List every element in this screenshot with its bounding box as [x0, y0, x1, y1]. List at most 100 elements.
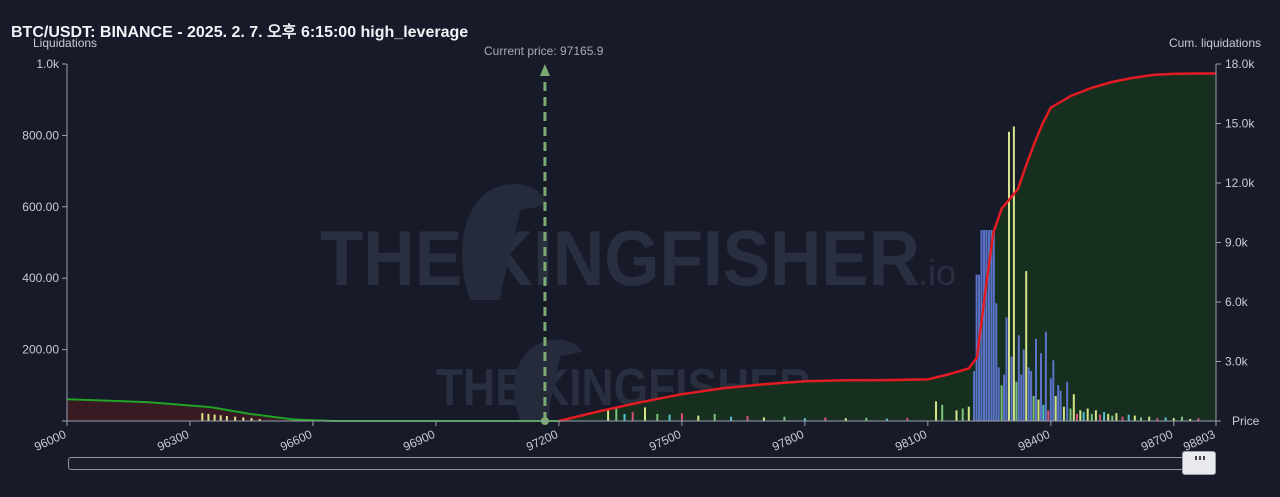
liquidation-bar — [983, 230, 985, 421]
liquidation-bar — [1044, 331, 1047, 422]
liquidation-bar — [1017, 335, 1020, 421]
liquidation-bar — [1049, 378, 1052, 421]
liquidation-bar — [961, 408, 964, 421]
liquidation-bar — [1040, 353, 1042, 421]
liquidation-bar — [1082, 412, 1085, 421]
liquidation-bar — [1189, 418, 1192, 421]
liquidation-bar — [1035, 338, 1037, 421]
liquidation-bar — [607, 410, 610, 421]
liquidation-bar — [1121, 416, 1124, 421]
left-axis-title: Liquidations — [33, 36, 98, 50]
liquidation-bar — [656, 413, 659, 421]
x-tick-label: 98700 — [1139, 427, 1175, 454]
liquidation-bar — [1090, 413, 1093, 421]
y2-tick-label: 9.0k — [1225, 236, 1249, 250]
liquidation-bar — [1133, 415, 1136, 421]
liquidation-bar — [1042, 404, 1045, 421]
x-axis-title: Price — [1232, 414, 1260, 428]
liquidation-bar — [1086, 408, 1089, 421]
liquidation-bar — [1079, 410, 1082, 421]
liquidation-bar — [1030, 371, 1033, 421]
liquidation-bar — [730, 416, 733, 421]
liquidation-bar — [1062, 406, 1065, 421]
liquidation-bar — [1172, 418, 1175, 421]
liquidation-bar — [1037, 399, 1040, 421]
liquidation-bar — [1111, 415, 1114, 421]
y2-tick-label: 15.0k — [1225, 117, 1255, 131]
liquidation-bar — [225, 416, 228, 421]
cum-above-area — [558, 73, 1216, 421]
y-tick-label: 1.0k — [36, 57, 60, 71]
liquidation-bar — [1099, 414, 1101, 421]
cumulative-areas — [67, 73, 1216, 421]
x-tick-label: 96600 — [278, 427, 314, 454]
liquidation-bar — [1025, 271, 1028, 421]
liquidation-bar — [1127, 414, 1130, 421]
liquidation-bar — [824, 417, 827, 421]
liquidation-bar — [1003, 374, 1006, 421]
liquidation-bar — [1008, 131, 1010, 422]
liquidation-bar — [258, 418, 261, 421]
y-tick-label: 200.00 — [22, 343, 59, 357]
liquidation-bar — [1072, 394, 1075, 421]
liquidation-bar — [1140, 417, 1142, 421]
x-tick-label: 97800 — [770, 427, 806, 454]
liquidation-bar — [990, 230, 993, 421]
liquidation-bar — [987, 230, 990, 421]
x-tick-label: 96900 — [401, 427, 437, 454]
liquidation-bar — [644, 407, 646, 421]
liquidation-bar — [1005, 317, 1008, 421]
liquidation-bar — [1076, 413, 1078, 421]
liquidation-bar — [1012, 126, 1015, 421]
kingfisher-bird-icon — [514, 339, 582, 420]
liquidation-bar — [1066, 381, 1069, 421]
liquidation-bar — [975, 274, 978, 421]
range-scrollbar-handle[interactable] — [1182, 451, 1216, 475]
liquidation-bar — [746, 416, 749, 421]
cum-above-line — [558, 72, 1216, 423]
liquidation-bar — [201, 413, 204, 421]
liquidation-bar — [992, 230, 995, 421]
x-tick-label: 98100 — [893, 427, 929, 454]
y2-tick-label: 12.0k — [1225, 176, 1255, 190]
liquidation-bar — [865, 417, 868, 421]
kingfisher-bird-icon — [462, 184, 548, 300]
y-tick-label: 800.00 — [22, 128, 59, 142]
x-tick-label: 96000 — [32, 427, 68, 454]
range-scrollbar-track[interactable] — [68, 457, 1216, 470]
liquidation-bar — [1010, 356, 1013, 421]
liquidation-bar — [668, 414, 671, 421]
liquidation-bar — [1054, 396, 1057, 421]
liquidation-bar — [1000, 385, 1003, 421]
liquidation-bar — [1032, 396, 1035, 421]
liquidation-bar — [242, 417, 245, 421]
liquidation-bar — [207, 413, 210, 421]
cum-below-area — [67, 399, 559, 421]
liquidation-bar — [250, 418, 253, 421]
liquidation-bar — [697, 415, 700, 421]
liquidation-bars — [201, 126, 1200, 422]
watermark-suffix-large: .io — [918, 252, 956, 293]
x-tick-label: 97500 — [647, 427, 683, 454]
right-axis-title: Cum. liquidations — [1168, 36, 1261, 50]
liquidation-bar — [941, 404, 944, 421]
liquidation-bar — [1022, 349, 1025, 421]
y-tick-label: 600.00 — [22, 200, 59, 214]
liquidation-bar — [906, 417, 909, 421]
liquidation-bar — [967, 406, 970, 421]
y2-tick-label: 3.0k — [1225, 355, 1249, 369]
liquidation-bar — [803, 418, 806, 421]
x-tick-label: 96300 — [155, 427, 191, 454]
liquidation-bar — [762, 417, 765, 421]
liquidation-bar — [985, 230, 988, 421]
liquidation-bar — [713, 413, 716, 421]
liquidation-bar — [1052, 360, 1055, 421]
current-price-arrow-icon — [539, 64, 550, 76]
x-tick-label: 98400 — [1016, 427, 1052, 454]
liquidation-bar — [885, 418, 888, 421]
liquidation-bar — [1094, 410, 1097, 421]
y2-tick-label: 6.0k — [1225, 295, 1249, 309]
